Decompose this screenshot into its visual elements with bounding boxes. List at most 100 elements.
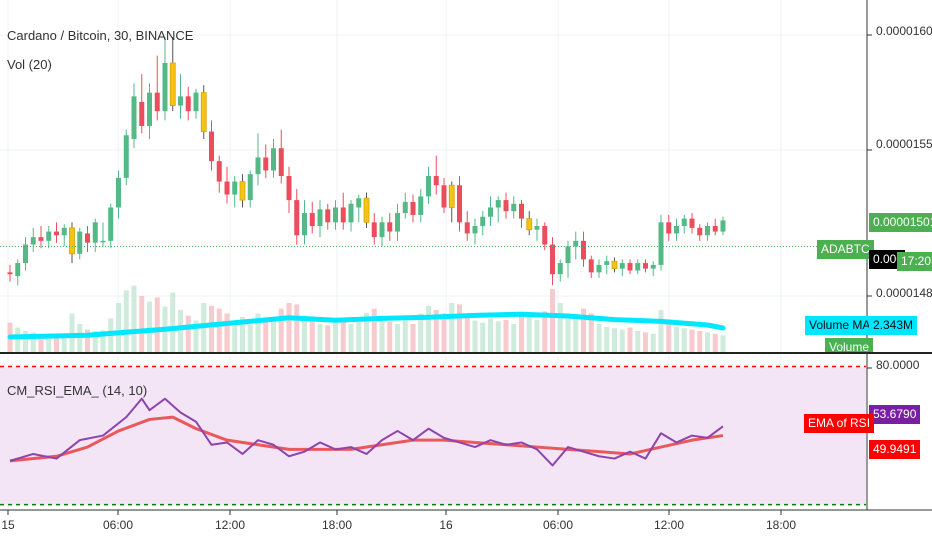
candle-body xyxy=(178,96,183,106)
candle-body xyxy=(480,216,486,227)
volume-bar xyxy=(581,308,586,352)
candle-body xyxy=(472,226,478,234)
countdown-tag: 17:20 xyxy=(897,252,932,271)
candle-body xyxy=(123,135,129,178)
symbol-legend[interactable]: Cardano / Bitcoin, 30, BINANCE xyxy=(7,28,193,43)
candle-body xyxy=(371,222,377,238)
candle-body xyxy=(402,201,408,214)
candle-body xyxy=(216,161,222,182)
ema-rsi-line xyxy=(9,415,724,463)
volume-bar xyxy=(526,313,532,352)
volume-bar xyxy=(511,324,517,352)
candle-body xyxy=(200,92,207,132)
candle-body xyxy=(457,185,462,223)
volume-bar xyxy=(286,303,292,352)
volume-bar xyxy=(418,313,424,352)
candle-body xyxy=(15,263,21,277)
candle-body xyxy=(162,62,168,112)
volume-bar xyxy=(325,325,331,352)
volume-bar xyxy=(619,329,625,352)
candle-body xyxy=(278,148,284,176)
volume-indicator-title[interactable]: Vol (20) xyxy=(7,57,52,72)
volume-bar xyxy=(480,322,486,352)
candle-body xyxy=(511,203,517,212)
volume-bar xyxy=(77,324,83,352)
volume-bar xyxy=(309,321,315,352)
time-axis-label: 18:00 xyxy=(765,518,797,532)
candle-body xyxy=(464,222,470,234)
volume-label-tag: Volume xyxy=(825,338,874,352)
candle-body xyxy=(46,231,52,241)
volume-bar xyxy=(666,320,672,352)
symbol-title[interactable]: Cardano / Bitcoin, 30, BINANCE xyxy=(7,28,194,43)
volume-bar xyxy=(627,327,633,352)
candle-body xyxy=(705,226,710,236)
volume-bar xyxy=(46,333,52,352)
candle-body xyxy=(302,213,307,236)
volume-bar xyxy=(612,328,617,352)
volume-bar xyxy=(395,324,400,352)
volume-bar xyxy=(123,290,129,352)
candle-body xyxy=(116,177,121,208)
candle-body xyxy=(526,218,533,231)
candle-body xyxy=(340,207,346,223)
volume-bar xyxy=(712,333,718,352)
volume-bar xyxy=(449,303,455,352)
candle-body xyxy=(92,222,98,243)
volume-bar xyxy=(38,336,44,352)
volume-bar xyxy=(379,318,385,352)
candle-body xyxy=(596,264,602,273)
volume-bar xyxy=(294,304,300,352)
volume-bar xyxy=(681,328,687,352)
volume-bar xyxy=(565,313,571,352)
rsi-indicator-params: (14, 10) xyxy=(102,383,148,398)
volume-bar xyxy=(674,326,679,352)
volume-bar xyxy=(116,303,121,352)
candle-body xyxy=(77,231,83,254)
volume-bar xyxy=(240,317,245,352)
candle-body xyxy=(550,244,555,275)
rsi-legend[interactable]: CM_RSI_EMA_ (14, 10) xyxy=(7,383,147,398)
candle-body xyxy=(139,101,145,126)
candle-body xyxy=(54,231,59,236)
volume-bar xyxy=(426,305,431,352)
candle-body xyxy=(519,203,524,219)
time-axis-label: 18:00 xyxy=(321,518,353,532)
candle-body xyxy=(681,218,687,227)
candle-body xyxy=(333,207,338,223)
volume-bar xyxy=(139,296,145,352)
volume-bar xyxy=(488,318,493,352)
candle-body xyxy=(643,263,648,269)
volume-bar xyxy=(54,334,59,352)
volume-bar xyxy=(154,297,160,352)
volume-bar xyxy=(573,317,579,352)
volume-bar xyxy=(348,324,354,352)
volume-bar xyxy=(519,315,524,352)
volume-bar xyxy=(69,313,75,352)
volume-bar xyxy=(557,303,563,352)
volume-ma-value-tag: 2.343M xyxy=(869,316,918,335)
volume-bar xyxy=(317,324,323,352)
rsi-indicator-title[interactable]: CM_RSI_EMA_ xyxy=(7,383,99,398)
chart-grid xyxy=(0,0,866,510)
candle-body xyxy=(23,244,28,264)
candle-body xyxy=(720,220,726,232)
volume-bar xyxy=(635,331,641,352)
volume-bar xyxy=(23,331,28,352)
volume-bar xyxy=(604,326,610,352)
volume-bar xyxy=(278,308,284,352)
candle-body xyxy=(85,233,90,243)
candle-body xyxy=(38,237,44,241)
candle-body xyxy=(542,226,548,245)
candlesticks[interactable] xyxy=(7,37,726,286)
volume-legend[interactable]: Vol (20) xyxy=(7,57,52,72)
candle-body xyxy=(193,92,199,112)
volume-bar xyxy=(131,285,137,352)
candle-body xyxy=(363,197,370,223)
volume-bar xyxy=(387,321,393,352)
candle-body xyxy=(255,157,261,175)
candle-body xyxy=(448,184,455,208)
volume-bar xyxy=(100,330,106,352)
candle-body xyxy=(232,181,238,195)
